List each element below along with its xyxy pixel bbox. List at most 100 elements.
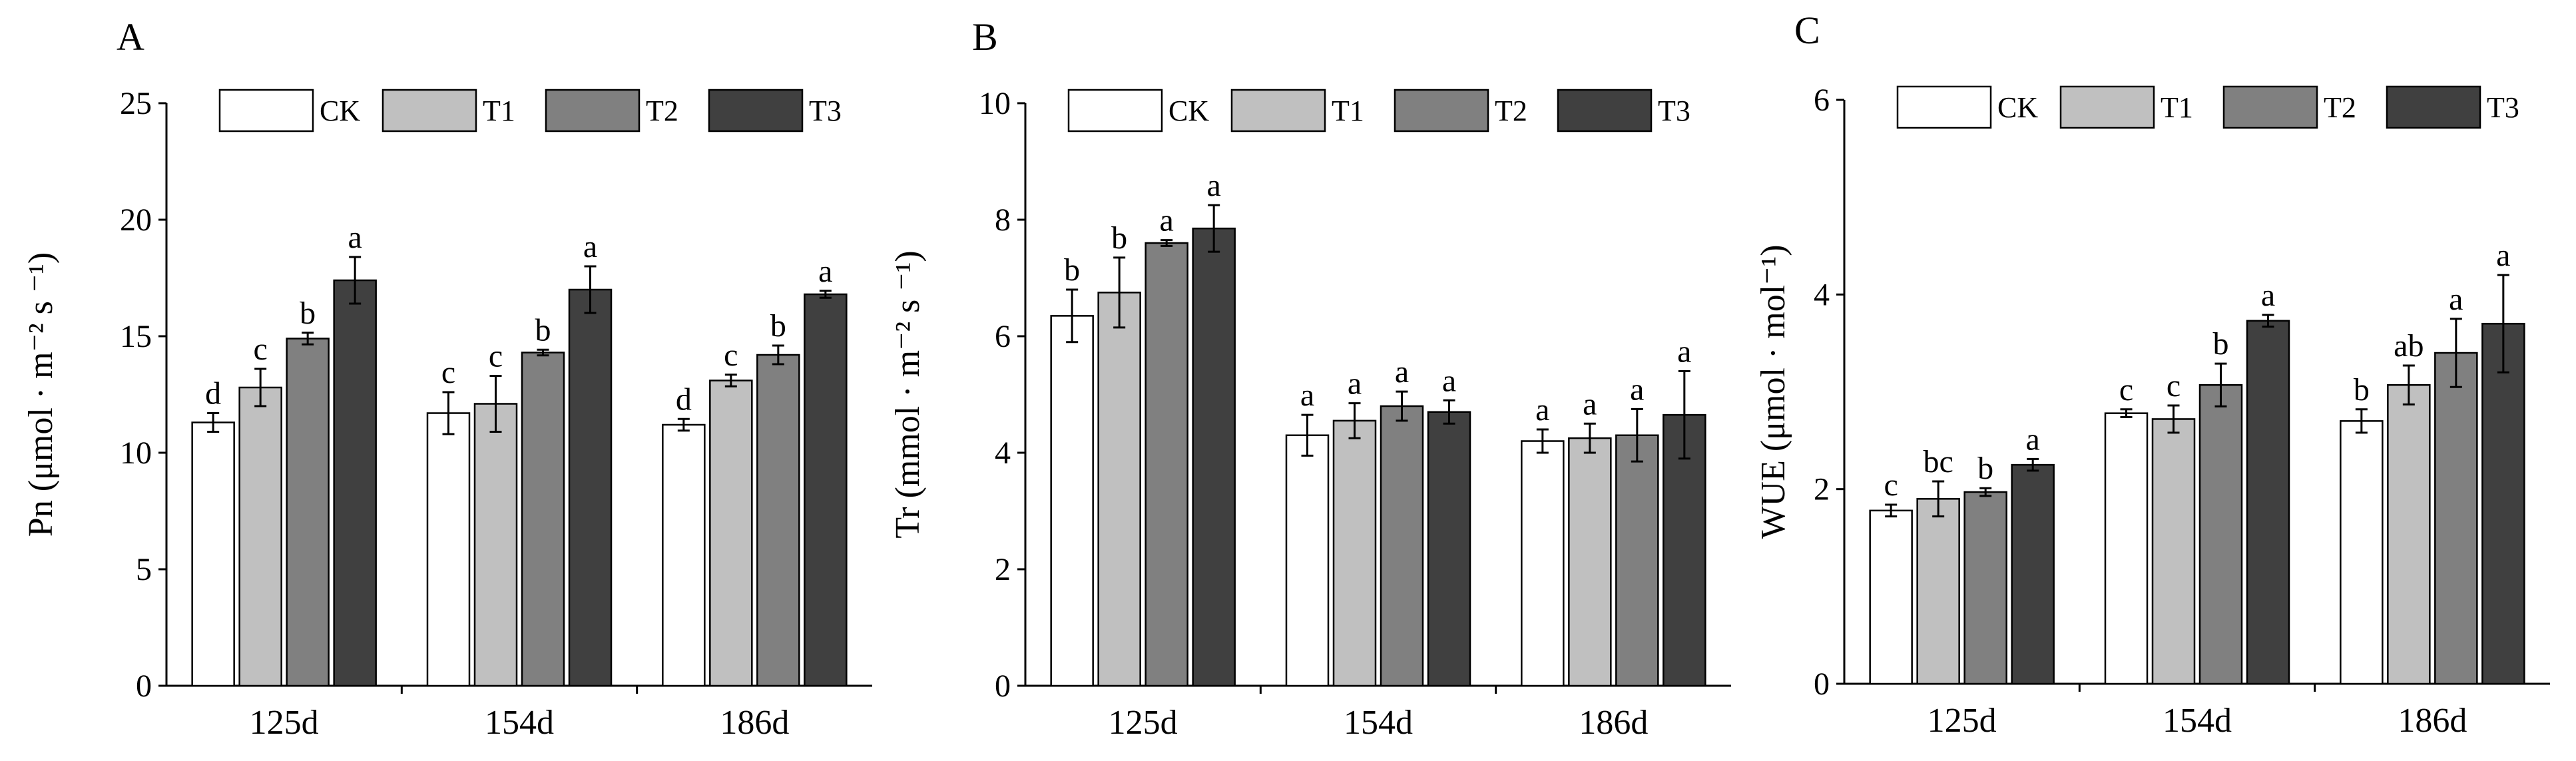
bar-t1-125d [1097,292,1141,687]
significance-letter: c [1884,467,1898,503]
bar-t2-154d [2198,384,2243,685]
y-tick-label: 6 [995,319,1011,354]
significance-letter: d [676,381,692,417]
significance-letter: ab [2394,328,2424,364]
bar-t1-154d [1332,419,1377,687]
bar-ck-186d [662,423,706,687]
legend-label-t3: T3 [1658,95,1690,127]
bar-t3-186d [2481,322,2525,685]
bar-t1-125d [238,386,282,687]
bar-t2-125d [1145,242,1188,687]
legend-swatch-t1 [382,89,477,132]
legend-label-t3: T3 [2487,91,2519,124]
legend-swatch-t2 [1394,89,1489,132]
y-axis-title: Tr (mmol · m⁻² s ⁻¹) [889,250,927,538]
bar-t2-125d [286,338,330,687]
significance-letter: a [1395,354,1409,389]
significance-letter: a [1300,378,1314,413]
significance-letter: c [2167,368,2181,403]
significance-letter: bc [1924,444,1953,479]
panel-letter: A [117,15,144,59]
significance-letter: b [2354,372,2370,407]
x-category-label: 125d [1109,704,1178,742]
bar-t1-154d [473,403,518,687]
bar-t2-186d [1615,434,1659,687]
significance-letter: d [205,376,221,411]
y-tick-label: 4 [995,435,1011,471]
significance-letter: a [1583,386,1597,421]
legend-swatch-ck [1896,85,1992,129]
legend-swatch-ck [1067,89,1163,132]
legend-label-t2: T2 [1495,95,1527,127]
bar-t3-154d [1427,411,1471,687]
x-category-label: 154d [485,704,554,742]
y-axis-title: Pn (μmol · m⁻² s ⁻¹) [22,252,60,537]
bar-t1-154d [2151,418,2196,685]
bar-t3-125d [333,279,377,687]
significance-letter: a [1630,372,1644,407]
y-tick-label: 8 [995,202,1011,238]
panel-letter: C [1794,9,1820,52]
y-tick-label: 25 [120,86,152,121]
significance-letter: a [1160,203,1174,238]
bar-t1-186d [709,380,753,687]
significance-letter: a [348,220,362,255]
bar-t3-186d [804,293,848,687]
x-category-label: 186d [2398,702,2467,740]
y-tick-label: 10 [979,86,1011,121]
legend-swatch-t2 [545,89,641,132]
y-tick-label: 2 [995,552,1011,587]
significance-letter: c [724,338,738,373]
significance-letter: a [1535,392,1549,427]
legend-swatch-t3 [2386,85,2481,129]
bar-ck-154d [2104,412,2149,685]
significance-letter: a [1677,334,1691,370]
significance-letter: a [818,254,832,289]
y-tick-label: 0 [995,668,1011,704]
significance-letter: b [2213,326,2229,362]
legend-swatch-t3 [1557,89,1653,132]
legend-swatch-t3 [708,89,804,132]
significance-letter: a [1207,168,1221,203]
significance-letter: c [441,355,455,390]
y-tick-label: 15 [120,319,152,354]
bar-t2-186d [2434,352,2478,685]
legend-swatch-t1 [2059,85,2155,129]
bar-t1-186d [2387,384,2431,685]
bar-t2-125d [1963,491,2007,685]
significance-letter: b [1111,220,1127,256]
bar-ck-186d [1521,440,1565,687]
x-category-label: 125d [250,704,319,742]
legend-label-t1: T1 [2161,91,2193,124]
significance-letter: b [1977,451,1993,486]
legend-label-ck: CK [1997,91,2038,124]
y-tick-label: 0 [136,668,152,704]
bar-t3-154d [568,288,613,687]
x-category-label: 154d [2163,702,2232,740]
legend-label-ck: CK [320,95,360,127]
panel-letter: B [972,15,998,59]
bar-ck-186d [2340,420,2384,685]
significance-letter: a [2261,278,2275,313]
bar-ck-125d [1869,509,1913,685]
significance-letter: b [535,312,551,348]
legend-swatch-ck [218,89,314,132]
bar-t2-186d [756,354,800,687]
significance-letter: b [300,296,316,331]
significance-letter: a [1348,366,1362,401]
bar-t2-154d [1380,405,1424,687]
legend-label-t1: T1 [483,95,515,127]
significance-letter: c [2119,372,2133,407]
legend-label-ck: CK [1168,95,1209,127]
bar-t3-154d [2246,320,2290,685]
y-tick-label: 6 [1814,83,1830,118]
bar-t1-186d [1568,437,1612,687]
x-category-label: 154d [1344,704,1413,742]
bar-t2-154d [521,352,565,687]
legend-swatch-t2 [2222,85,2318,129]
y-tick-label: 0 [1814,666,1830,702]
legend-label-t1: T1 [1332,95,1364,127]
